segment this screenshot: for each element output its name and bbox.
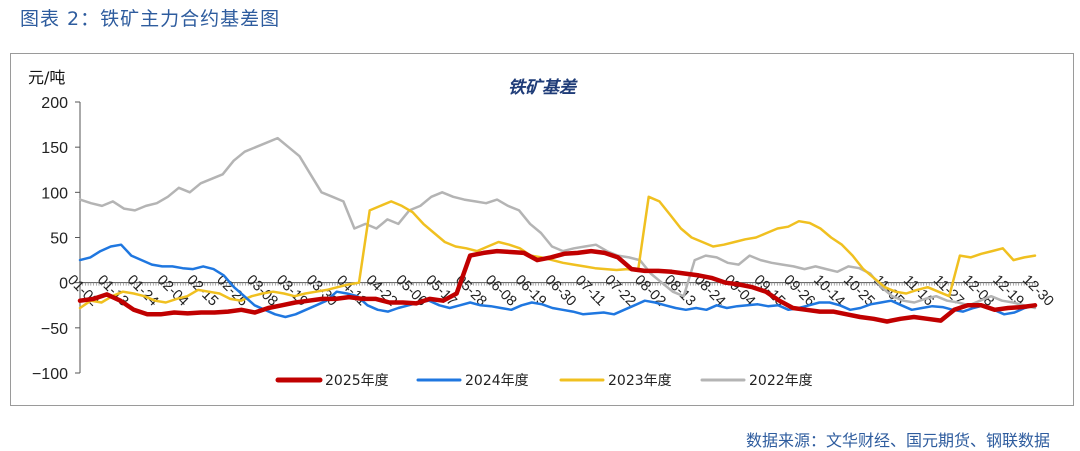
y-tick-label: −100 bbox=[32, 366, 68, 383]
y-axis: 200 150 100 50 0 −50 −100 bbox=[32, 95, 81, 383]
x-tick-label: 11-16 bbox=[900, 272, 937, 309]
series-lines bbox=[77, 136, 1038, 324]
legend-label: 2025年度 bbox=[325, 373, 389, 389]
y-tick-label: 100 bbox=[41, 185, 68, 202]
y-axis-unit: 元/吨 bbox=[28, 68, 65, 87]
x-tick-label: 02-26 bbox=[213, 272, 251, 310]
legend-label: 2022年度 bbox=[749, 373, 813, 389]
x-tick-label: 07-11 bbox=[572, 272, 609, 309]
series-line-2025年度 bbox=[77, 248, 1038, 324]
x-tick-label: 01-24 bbox=[124, 272, 162, 310]
y-tick-label: 150 bbox=[41, 140, 68, 157]
x-tick-label: 01-02 bbox=[64, 272, 102, 310]
y-tick-label: 0 bbox=[59, 276, 68, 293]
data-source: 数据来源：文华财经、国元期货、钢联数据 bbox=[745, 431, 1050, 450]
x-axis: 01-0201-1301-2402-0402-1502-2603-0803-19… bbox=[64, 272, 1057, 310]
series-line-2024年度 bbox=[78, 243, 1037, 319]
x-tick-label: 12-30 bbox=[1019, 272, 1057, 310]
x-tick-label: 07-22 bbox=[601, 272, 639, 310]
legend: 2025年度 2024年度 2023年度 2022年度 bbox=[275, 373, 813, 389]
chart-title: 铁矿基差 bbox=[508, 78, 578, 98]
y-tick-label: 50 bbox=[50, 231, 68, 248]
x-tick-label: 02-04 bbox=[154, 272, 192, 310]
legend-label: 2023年度 bbox=[608, 373, 672, 389]
x-tick-label: 06-08 bbox=[482, 272, 520, 310]
y-tick-label: −50 bbox=[41, 321, 68, 338]
figure-title: 图表 2：铁矿主力合约基差图 bbox=[20, 8, 281, 30]
x-tick-label: 06-30 bbox=[542, 272, 580, 310]
x-tick-label: 05-17 bbox=[422, 272, 460, 310]
y-tick-label: 200 bbox=[41, 95, 68, 112]
series-line-2023年度 bbox=[78, 195, 1037, 310]
legend-label: 2024年度 bbox=[465, 373, 529, 389]
chart-frame bbox=[10, 53, 1074, 406]
x-tick-label: 08-13 bbox=[661, 272, 699, 310]
